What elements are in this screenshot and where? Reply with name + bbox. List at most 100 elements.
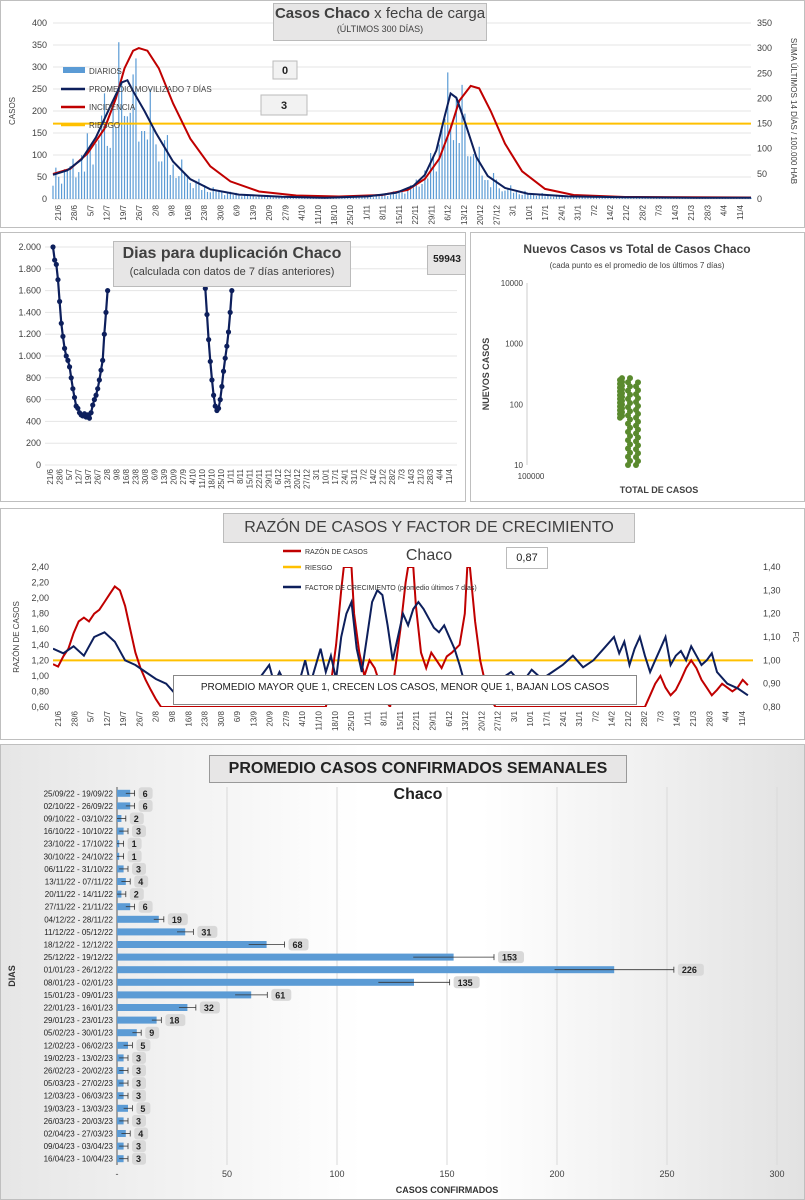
c5-bar — [117, 953, 454, 961]
c1-xtick: 25/10 — [346, 204, 355, 225]
c1-daily-bar — [206, 191, 209, 199]
c2-point — [95, 386, 101, 392]
c4-xtick: 29/11 — [428, 710, 437, 730]
c5-xlabel: CASOS CONFIRMADOS — [396, 1185, 499, 1195]
c4-xtick: 17/1 — [542, 710, 551, 726]
c1-daily-bar — [421, 183, 423, 199]
c2-point — [53, 261, 59, 268]
c1-daily-bar — [541, 192, 543, 199]
c1-daily-bar — [492, 173, 495, 199]
c1-promedio-line — [52, 78, 751, 199]
c5-category-label: 12/03/23 - 06/03/23 — [44, 1092, 114, 1101]
c1-daily-bar — [258, 196, 260, 199]
c4-ytick: 1,60 — [31, 624, 49, 634]
c1-xtick: 6/9 — [233, 204, 242, 216]
c5-category-label: 06/11/22 - 31/10/22 — [44, 865, 113, 874]
c5-value-label-bg — [497, 951, 524, 964]
c1-daily-bar — [103, 93, 106, 199]
c5-value-label: 9 — [149, 1028, 154, 1038]
c1-daily-bar — [558, 195, 560, 199]
c5-category-label: 08/01/23 - 02/01/23 — [44, 978, 114, 987]
c1-xtick: 14/3 — [671, 204, 680, 220]
c1-daily-bar — [369, 196, 372, 199]
c1-daily-bar — [441, 125, 443, 199]
c1-daily-bar — [358, 196, 360, 199]
c3-ytick: 1000 — [505, 340, 523, 349]
c5-value-label: 3 — [136, 1091, 141, 1101]
c1-xtick: 23/8 — [200, 204, 209, 220]
c2-point — [57, 298, 63, 305]
c5-category-label: 29/01/23 - 23/01/23 — [44, 1016, 114, 1025]
c1-legend-label: PROMEDIO MOVILIZADO 7 DÍAS — [89, 85, 212, 94]
c1-ytick: 250 — [32, 84, 47, 94]
c5-value-label-bg — [132, 1114, 146, 1127]
c2-xtick: 7/3 — [398, 468, 407, 480]
c2-xtick: 25/10 — [217, 468, 226, 489]
c4-xtick: 7/3 — [656, 710, 665, 722]
c2-point — [96, 377, 102, 383]
c5-bar — [117, 1016, 157, 1024]
c2-xtick: 24/1 — [341, 468, 350, 484]
c2-point — [217, 397, 223, 403]
c5-value-label: 68 — [293, 940, 303, 950]
c1-daily-bar — [204, 185, 206, 199]
c2-point — [98, 367, 104, 373]
c5-value-label: 3 — [136, 1142, 141, 1152]
c1-daily-bar — [209, 192, 211, 199]
c1-daily-bar — [115, 127, 117, 199]
c5-value-label: 3 — [136, 827, 141, 837]
c5-value-label-bg — [132, 1064, 146, 1077]
c2-point — [75, 405, 81, 411]
c1-daily-bar — [581, 197, 583, 199]
c5-bar — [117, 789, 131, 797]
c1-xtick: 15/11 — [395, 204, 404, 224]
c1-daily-bar — [407, 187, 409, 199]
c1-xtick: 20/12 — [476, 204, 485, 225]
c5-value-label-bg — [138, 900, 153, 913]
c1-daily-bar — [495, 179, 498, 199]
c4-xtick: 11/10 — [315, 710, 324, 730]
c5-value-label-bg — [138, 799, 153, 812]
c1-xtick: 9/8 — [168, 204, 177, 216]
c5-value-label-bg — [136, 1102, 151, 1115]
c3-xlabel: TOTAL DE CASOS — [620, 485, 699, 495]
c2-ytick: 800 — [26, 373, 41, 383]
c1-annotation-0: 0 — [282, 65, 288, 77]
c4-razon-line — [53, 567, 749, 707]
c4-xtick: 20/9 — [266, 710, 275, 726]
c1-xtick: 12/7 — [103, 204, 112, 220]
c1-daily-bar — [224, 195, 226, 199]
c5-value-label-bg — [453, 976, 480, 989]
c4-ytick: 1,20 — [31, 655, 49, 665]
c5-category-label: 02/10/22 - 26/09/22 — [44, 802, 114, 811]
c1-daily-bar — [158, 161, 160, 199]
c1-annotation-box — [272, 60, 298, 80]
c2-xtick: 21/3 — [417, 468, 426, 484]
c4-xtick: 2/8 — [152, 710, 161, 722]
chart-razon-note: PROMEDIO MAYOR QUE 1, CRECEN LOS CASOS, … — [173, 675, 637, 705]
c5-category-label: 13/11/22 - 07/11/22 — [45, 878, 114, 887]
c1-xtick: 27/12 — [492, 204, 501, 225]
c1-daily-bar — [58, 176, 60, 199]
c5-value-label: 5 — [140, 1104, 145, 1114]
c5-bar — [117, 1041, 128, 1049]
c2-point — [65, 357, 71, 363]
c1-xtick: 7/2 — [590, 204, 599, 216]
c1-xtick: 13/12 — [460, 204, 469, 225]
c1-daily-bar — [155, 144, 157, 199]
c2-point — [101, 331, 107, 337]
c1-daily-bar — [375, 194, 377, 199]
c2-point — [63, 353, 69, 359]
c1-daily-bar — [387, 196, 389, 199]
c1-daily-bar — [101, 115, 103, 199]
c5-xtick: 100 — [329, 1169, 344, 1179]
c5-category-label: 25/09/22 - 19/09/22 — [44, 789, 114, 798]
c3-ylabel: NUEVOS CASOS — [481, 338, 491, 411]
c4-xtick: 14/2 — [608, 710, 617, 726]
c5-value-label: 2 — [134, 814, 139, 824]
c1-daily-bar — [507, 188, 509, 199]
c2-xtick: 9/8 — [113, 468, 122, 480]
c1-ytick: 50 — [37, 172, 47, 182]
c2-point — [71, 394, 78, 401]
c1-daily-bar — [83, 171, 86, 199]
